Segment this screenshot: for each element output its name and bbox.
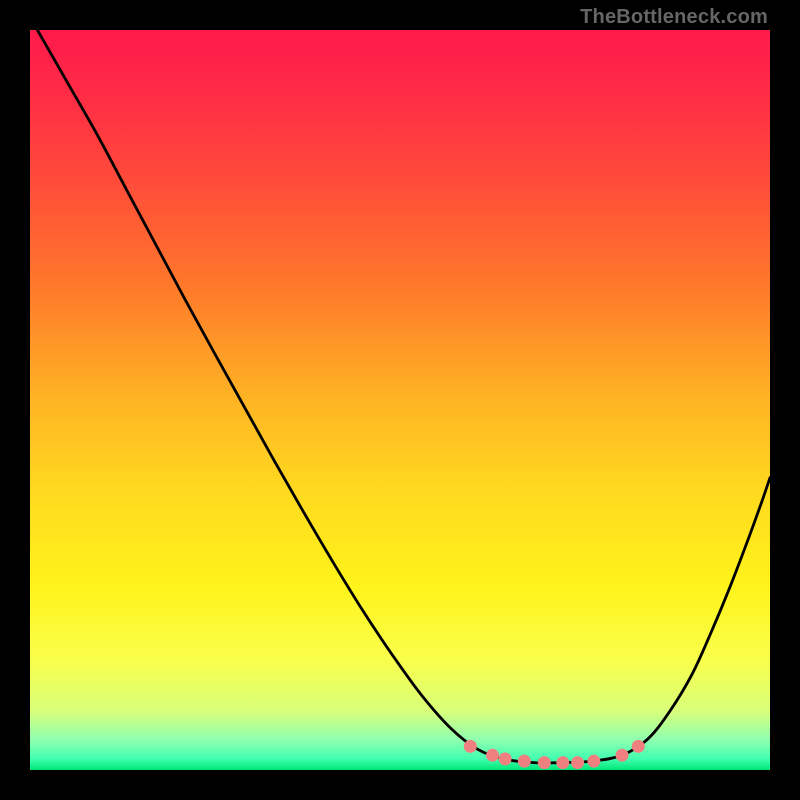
data-marker <box>587 755 600 768</box>
bottleneck-curve <box>37 30 770 763</box>
data-marker <box>616 749 629 762</box>
plot-area <box>30 30 770 770</box>
data-marker <box>538 756 551 769</box>
data-marker <box>486 749 499 762</box>
data-marker <box>464 740 477 753</box>
data-marker <box>556 756 569 769</box>
data-marker <box>518 755 531 768</box>
data-marker <box>571 756 584 769</box>
data-marker <box>499 752 512 765</box>
curve-layer <box>30 30 770 770</box>
chart-container: TheBottleneck.com <box>0 0 800 800</box>
data-marker <box>632 740 645 753</box>
watermark-text: TheBottleneck.com <box>580 6 768 29</box>
marker-group <box>464 740 645 769</box>
